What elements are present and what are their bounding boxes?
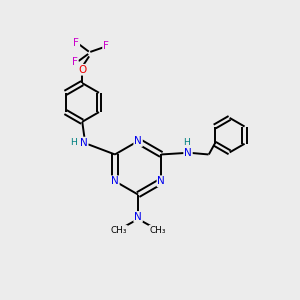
- Text: F: F: [74, 38, 79, 48]
- Text: H: H: [183, 138, 190, 147]
- Text: CH₃: CH₃: [149, 226, 166, 235]
- Text: N: N: [184, 148, 192, 158]
- Text: N: N: [80, 138, 88, 148]
- Text: CH₃: CH₃: [110, 226, 127, 235]
- Text: F: F: [103, 41, 109, 51]
- Text: O: O: [78, 65, 86, 75]
- Text: N: N: [158, 176, 165, 186]
- Text: N: N: [111, 176, 119, 186]
- Text: N: N: [134, 136, 142, 146]
- Text: H: H: [70, 138, 77, 147]
- Text: N: N: [134, 212, 142, 222]
- Text: F: F: [72, 57, 78, 67]
